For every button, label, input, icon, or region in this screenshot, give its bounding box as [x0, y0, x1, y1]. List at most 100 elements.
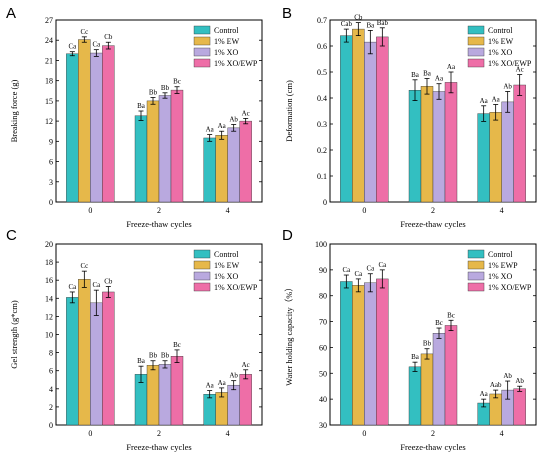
y-tick-label: 90 — [319, 266, 327, 275]
x-tick-label: 2 — [157, 429, 161, 438]
significance-label: Ab — [229, 372, 238, 380]
y-tick-label: 20 — [45, 240, 53, 249]
legend-label: 1% XO/EWP — [488, 283, 532, 292]
bar — [340, 35, 353, 203]
legend-swatch — [193, 282, 211, 292]
x-tick-label: 0 — [88, 206, 92, 215]
x-tick-label: 0 — [88, 429, 92, 438]
y-tick-label: 4 — [49, 385, 53, 394]
significance-label: Ab — [515, 377, 524, 385]
y-axis-label: Deformation (cm) — [284, 80, 294, 142]
bar — [420, 353, 434, 426]
significance-label: Bb — [149, 352, 158, 360]
significance-label: Cc — [80, 262, 88, 270]
y-tick-label: 0.7 — [317, 16, 327, 25]
y-tick-label: 0.6 — [317, 42, 327, 51]
significance-label: Ba — [411, 71, 420, 79]
significance-label: Ca — [68, 43, 77, 51]
y-tick-label: 0.3 — [317, 120, 327, 129]
legend-swatch — [467, 36, 485, 46]
y-tick-label: 14 — [45, 294, 53, 303]
y-tick-label: 40 — [319, 395, 327, 404]
bar — [158, 95, 172, 203]
y-tick-label: 50 — [319, 369, 327, 378]
bar — [444, 82, 458, 203]
y-tick-label: 6 — [49, 158, 53, 167]
legend-swatch — [193, 25, 211, 35]
legend: Control 1% EW 1% XO 1% XO/EWP — [193, 249, 258, 292]
significance-label: Ba — [411, 353, 420, 361]
significance-label: Ba — [137, 102, 146, 110]
bar — [215, 135, 228, 203]
bar — [170, 356, 184, 426]
bar — [408, 89, 422, 203]
y-tick-label: 18 — [45, 77, 53, 86]
legend-swatch — [193, 271, 211, 281]
legend-label: 1% XO — [214, 48, 238, 57]
y-tick-label: 27 — [45, 16, 53, 25]
bar — [432, 333, 446, 426]
significance-label: Ab — [503, 83, 512, 91]
significance-label: Bc — [173, 341, 181, 349]
significance-label: Aa — [206, 382, 215, 390]
legend-label: 1% XO — [214, 272, 238, 281]
bar — [352, 285, 365, 426]
bar — [203, 137, 216, 203]
legend-label: 1% XO/EWP — [214, 59, 258, 68]
x-tick-label: 4 — [500, 206, 504, 215]
significance-label: Bb — [423, 340, 432, 348]
significance-label: Bb — [161, 84, 170, 92]
significance-label: Ab — [503, 372, 512, 380]
bar — [239, 120, 252, 203]
significance-label: Ca — [92, 281, 101, 289]
bar — [376, 278, 389, 426]
panel-letter: B — [282, 5, 292, 22]
significance-label: Ca — [366, 265, 375, 273]
bar — [444, 325, 458, 426]
significance-label: Bc — [173, 78, 181, 86]
significance-label: Cab — [341, 20, 353, 28]
bar — [489, 393, 502, 426]
bar — [364, 282, 377, 426]
y-tick-label: 100 — [315, 240, 327, 249]
x-tick-label: 0 — [362, 429, 366, 438]
significance-label: Aab — [490, 381, 502, 389]
significance-label: Cb — [354, 14, 363, 22]
y-tick-label: 0.1 — [317, 172, 327, 181]
legend-label: 1% XO/EWP — [214, 283, 258, 292]
y-tick-label: 0 — [49, 198, 53, 207]
bar — [158, 364, 172, 426]
legend: Control 1% EWP 1% XO 1% XO/EWP — [467, 249, 532, 292]
bar — [227, 127, 240, 203]
bar — [134, 115, 148, 203]
legend-label: 1% XO/EWP — [488, 59, 532, 68]
significance-label: Ab — [229, 115, 238, 123]
x-tick-label: 2 — [431, 429, 435, 438]
y-tick-label: 21 — [45, 56, 53, 65]
significance-label: Bc — [435, 319, 443, 327]
legend-swatch — [467, 25, 485, 35]
y-tick-label: 0 — [323, 198, 327, 207]
legend-label: Control — [488, 26, 513, 35]
y-tick-label: 30 — [319, 421, 327, 430]
x-axis-label: Freeze-thaw cycles — [400, 442, 465, 452]
significance-label: Aa — [218, 379, 227, 387]
bar — [66, 53, 79, 203]
significance-label: Cb — [104, 278, 113, 286]
legend: Control 1% EW 1% XO 1% XO/EWP — [193, 25, 258, 68]
legend-label: Control — [214, 250, 239, 259]
y-tick-label: 18 — [45, 258, 53, 267]
bar — [239, 374, 252, 426]
panel-letter: D — [282, 227, 293, 244]
legend-label: 1% EW — [214, 37, 240, 46]
bar — [489, 112, 502, 203]
significance-label: Ba — [366, 21, 375, 29]
panel-letter: C — [6, 227, 17, 244]
significance-label: Bab — [377, 19, 389, 27]
x-axis-label: Freeze-thaw cycles — [400, 219, 465, 229]
x-axis-label: Freeze-thaw cycles — [126, 219, 191, 229]
y-tick-label: 0.2 — [317, 146, 327, 155]
panel-letter: A — [6, 5, 16, 22]
legend-swatch — [193, 47, 211, 57]
